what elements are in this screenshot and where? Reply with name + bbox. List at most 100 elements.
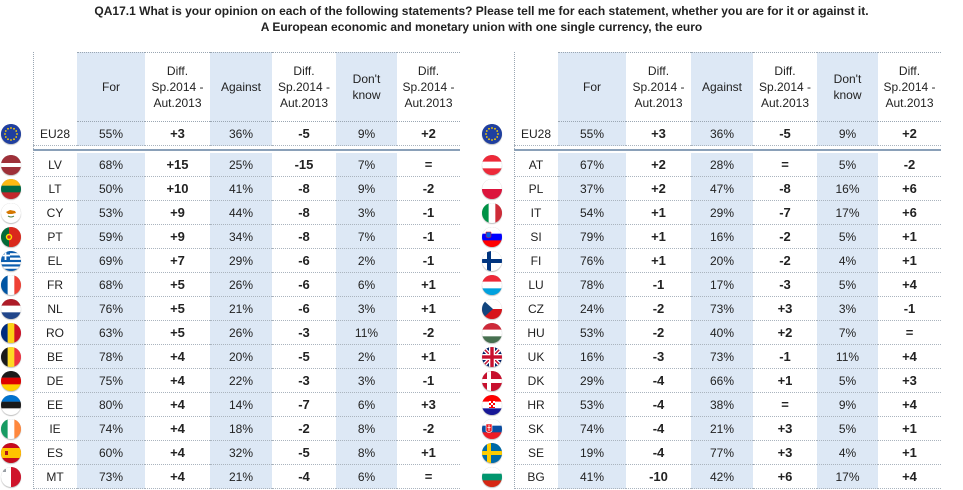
table-left-border xyxy=(33,52,34,489)
cell-against: 47% xyxy=(691,177,753,201)
cell-against: 25% xyxy=(210,153,272,177)
cell-dk: 2% xyxy=(336,249,397,273)
cell-for: 63% xyxy=(77,321,145,345)
cell-d2: -3 xyxy=(272,321,336,345)
cell-d2: = xyxy=(753,393,817,417)
country-code: IT xyxy=(514,201,558,225)
left-row-de: DE 75% +4 22% -3 3% -1 xyxy=(0,369,482,393)
cell-d2: -8 xyxy=(753,177,817,201)
cell-for: 68% xyxy=(77,153,145,177)
left-row-pt: PT 59% +9 34% -8 7% -1 xyxy=(0,225,482,249)
cell-d1: +2 xyxy=(626,153,691,177)
cell-for: 68% xyxy=(77,273,145,297)
cell-d3: +4 xyxy=(878,393,941,417)
cell-dk: 4% xyxy=(817,249,878,273)
cell-d1: +3 xyxy=(145,122,210,146)
flag-ro-icon xyxy=(1,323,21,343)
cell-d1: -4 xyxy=(626,417,691,441)
left-row-ie: IE 74% +4 18% -2 8% -2 xyxy=(0,417,482,441)
left-header-dk: Don't know xyxy=(336,52,397,122)
cell-d3: +6 xyxy=(878,177,941,201)
cell-d1: +4 xyxy=(145,465,210,489)
eu-separator-line xyxy=(33,149,460,151)
cell-d3: +3 xyxy=(878,369,941,393)
cell-dk: 9% xyxy=(336,177,397,201)
cell-d3: = xyxy=(397,465,460,489)
cell-d3: -2 xyxy=(397,417,460,441)
flag-el-icon xyxy=(1,251,21,271)
country-code: FR xyxy=(33,273,77,297)
cell-d1: +4 xyxy=(145,369,210,393)
flag-nl-icon xyxy=(1,299,21,319)
right-row-hr: HR 53% -4 38% = 9% +4 xyxy=(481,393,963,417)
right-row-uk: UK 16% -3 73% -1 11% +4 xyxy=(481,345,963,369)
cell-for: 60% xyxy=(77,441,145,465)
cell-d2: +3 xyxy=(753,417,817,441)
cell-dk: 6% xyxy=(336,393,397,417)
cell-d1: +5 xyxy=(145,297,210,321)
cell-d1: +9 xyxy=(145,225,210,249)
right-header-dk: Don't know xyxy=(817,52,878,122)
cell-d3: -1 xyxy=(397,201,460,225)
cell-d1: +7 xyxy=(145,249,210,273)
country-code: CZ xyxy=(514,297,558,321)
country-code: EU28 xyxy=(514,122,558,146)
right-row-dk: DK 29% -4 66% +1 5% +3 xyxy=(481,369,963,393)
country-code: DE xyxy=(33,369,77,393)
cell-d2: -5 xyxy=(272,345,336,369)
cell-d2: +3 xyxy=(753,441,817,465)
left-header-label: Diff. Sp.2014 - Aut.2013 xyxy=(151,64,204,110)
cell-against: 26% xyxy=(210,273,272,297)
left-header-label: Diff. Sp.2014 - Aut.2013 xyxy=(402,64,455,110)
cell-for: 19% xyxy=(558,441,626,465)
cell-against: 34% xyxy=(210,225,272,249)
flag-at-icon xyxy=(482,155,502,175)
cell-against: 28% xyxy=(691,153,753,177)
country-code: BG xyxy=(514,465,558,489)
cell-for: 55% xyxy=(77,122,145,146)
cell-for: 69% xyxy=(77,249,145,273)
flag-dk-icon xyxy=(482,371,502,391)
right-row-cz: CZ 24% -2 73% +3 3% -1 xyxy=(481,297,963,321)
country-code: EL xyxy=(33,249,77,273)
flag-hr-icon xyxy=(482,395,502,415)
cell-d2: = xyxy=(753,153,817,177)
cell-d1: +1 xyxy=(626,249,691,273)
left-row-ee: EE 80% +4 14% -7 6% +3 xyxy=(0,393,482,417)
cell-d3: +4 xyxy=(878,345,941,369)
cell-d1: +4 xyxy=(145,441,210,465)
cell-d1: +1 xyxy=(626,201,691,225)
flag-es-icon xyxy=(1,443,21,463)
right-header-for: For xyxy=(558,52,626,122)
flag-ee-icon xyxy=(1,395,21,415)
left-header-d1: Diff. Sp.2014 - Aut.2013 xyxy=(145,52,210,122)
left-row-mt: MT 73% +4 21% -4 6% = xyxy=(0,465,482,489)
cell-d3: -2 xyxy=(397,321,460,345)
cell-d2: -4 xyxy=(272,465,336,489)
cell-for: 53% xyxy=(558,393,626,417)
flag-si-icon xyxy=(482,227,502,247)
cell-dk: 11% xyxy=(817,345,878,369)
right-row-it: IT 54% +1 29% -7 17% +6 xyxy=(481,201,963,225)
cell-d1: +1 xyxy=(626,225,691,249)
cell-d3: -1 xyxy=(397,369,460,393)
cell-against: 20% xyxy=(210,345,272,369)
left-row-el: EL 69% +7 29% -6 2% -1 xyxy=(0,249,482,273)
cell-against: 29% xyxy=(210,249,272,273)
flag-pl-icon xyxy=(482,179,502,199)
cell-against: 17% xyxy=(691,273,753,297)
cell-d1: +4 xyxy=(145,345,210,369)
cell-d2: -15 xyxy=(272,153,336,177)
cell-dk: 3% xyxy=(336,201,397,225)
cell-for: 37% xyxy=(558,177,626,201)
cell-dk: 17% xyxy=(817,201,878,225)
right-header-label: For xyxy=(583,80,601,94)
cell-d2: -2 xyxy=(272,417,336,441)
cell-dk: 7% xyxy=(336,153,397,177)
country-code: LV xyxy=(33,153,77,177)
cell-d2: -3 xyxy=(272,369,336,393)
right-row-eu28: EU28 55% +3 36% -5 9% +2 xyxy=(481,122,963,146)
question-title: QA17.1 What is your opinion on each of t… xyxy=(94,4,869,18)
cell-d3: +3 xyxy=(397,393,460,417)
cell-for: 50% xyxy=(77,177,145,201)
